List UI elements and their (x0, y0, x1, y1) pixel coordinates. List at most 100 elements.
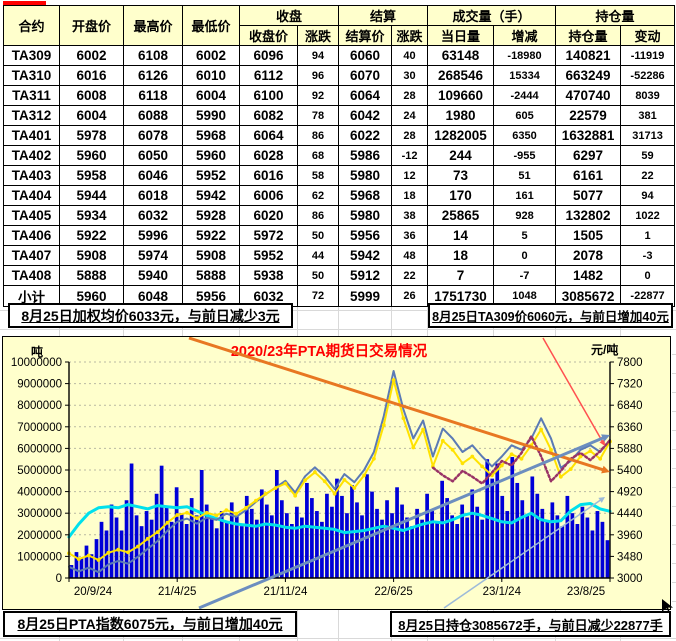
value-cell[interactable]: 140821 (555, 45, 622, 66)
value-cell[interactable]: 28 (391, 85, 429, 106)
value-cell[interactable]: 7 (427, 265, 495, 286)
value-cell[interactable]: 6016 (59, 65, 124, 86)
value-cell[interactable]: 6060 (338, 45, 393, 66)
value-cell[interactable]: 44 (296, 245, 340, 266)
value-cell[interactable]: -955 (493, 145, 557, 166)
contract-cell[interactable]: TA402 (3, 145, 60, 166)
value-cell[interactable]: 6161 (555, 165, 622, 186)
value-cell[interactable]: 6297 (555, 145, 622, 166)
contract-cell[interactable]: TA405 (3, 205, 60, 226)
value-cell[interactable]: 51 (493, 165, 557, 186)
value-cell[interactable]: -3 (620, 245, 676, 266)
value-cell[interactable]: 1482 (555, 265, 622, 286)
value-cell[interactable]: 78 (296, 105, 340, 126)
value-cell[interactable]: 6048 (123, 285, 183, 307)
value-cell[interactable]: 22579 (555, 105, 622, 126)
value-cell[interactable]: 6126 (123, 65, 183, 86)
value-cell[interactable]: 5999 (338, 285, 393, 307)
contract-cell[interactable]: TA310 (3, 65, 60, 86)
value-cell[interactable]: 5908 (59, 245, 124, 266)
value-cell[interactable]: 268546 (427, 65, 495, 86)
value-cell[interactable]: 5958 (59, 165, 124, 186)
value-cell[interactable]: 2078 (555, 245, 622, 266)
value-cell[interactable]: 381 (620, 105, 676, 126)
value-cell[interactable]: 5942 (338, 245, 393, 266)
value-cell[interactable]: 6078 (123, 125, 183, 146)
value-cell[interactable]: -2444 (493, 85, 557, 106)
value-cell[interactable]: 470740 (555, 85, 622, 106)
value-cell[interactable]: 94 (296, 45, 340, 66)
value-cell[interactable]: 28 (391, 125, 429, 146)
value-cell[interactable]: 1751730 (427, 285, 495, 307)
value-cell[interactable]: 6010 (182, 65, 240, 86)
value-cell[interactable]: 86 (296, 205, 340, 226)
value-cell[interactable]: 6020 (239, 205, 298, 226)
value-cell[interactable]: 5077 (555, 185, 622, 206)
value-cell[interactable]: 6112 (239, 65, 298, 86)
value-cell[interactable]: 50 (296, 265, 340, 286)
value-cell[interactable]: 5940 (123, 265, 183, 286)
value-cell[interactable]: 170 (427, 185, 495, 206)
contract-cell[interactable]: TA404 (3, 185, 60, 206)
value-cell[interactable]: 5888 (59, 265, 124, 286)
value-cell[interactable]: -7 (493, 265, 557, 286)
value-cell[interactable]: 24 (391, 105, 429, 126)
value-cell[interactable]: 72 (296, 285, 340, 307)
value-cell[interactable]: 5978 (59, 125, 124, 146)
value-cell[interactable]: 6016 (239, 165, 298, 186)
value-cell[interactable]: 6022 (338, 125, 393, 146)
value-cell[interactable]: 25865 (427, 205, 495, 226)
value-cell[interactable]: 26 (391, 285, 429, 307)
value-cell[interactable]: 3085672 (555, 285, 622, 307)
contract-cell[interactable]: TA312 (3, 105, 60, 126)
value-cell[interactable]: 36 (391, 225, 429, 246)
value-cell[interactable]: 1282005 (427, 125, 495, 146)
value-cell[interactable]: 5986 (338, 145, 393, 166)
contract-cell[interactable]: TA311 (3, 85, 60, 106)
value-cell[interactable]: 6108 (123, 45, 183, 66)
contract-cell[interactable]: TA401 (3, 125, 60, 146)
value-cell[interactable]: 6032 (123, 205, 183, 226)
value-cell[interactable]: 6070 (338, 65, 393, 86)
value-cell[interactable]: 1048 (493, 285, 557, 307)
value-cell[interactable]: 5944 (59, 185, 124, 206)
value-cell[interactable]: 0 (620, 265, 676, 286)
value-cell[interactable]: 5934 (59, 205, 124, 226)
value-cell[interactable]: 18 (391, 185, 429, 206)
value-cell[interactable]: 22 (391, 265, 429, 286)
value-cell[interactable]: 5968 (182, 125, 240, 146)
value-cell[interactable]: 5942 (182, 185, 240, 206)
value-cell[interactable]: 58 (296, 165, 340, 186)
value-cell[interactable]: 5980 (338, 205, 393, 226)
value-cell[interactable]: 5960 (182, 145, 240, 166)
value-cell[interactable]: 5974 (123, 245, 183, 266)
contract-cell[interactable]: TA407 (3, 245, 60, 266)
value-cell[interactable]: 59 (620, 145, 676, 166)
value-cell[interactable]: 161 (493, 185, 557, 206)
value-cell[interactable]: 6032 (239, 285, 298, 307)
value-cell[interactable]: 6042 (338, 105, 393, 126)
value-cell[interactable]: 1 (620, 225, 676, 246)
value-cell[interactable]: 5972 (239, 225, 298, 246)
contract-cell[interactable]: TA309 (3, 45, 60, 66)
value-cell[interactable]: 1505 (555, 225, 622, 246)
value-cell[interactable]: -12 (391, 145, 429, 166)
value-cell[interactable]: 109660 (427, 85, 495, 106)
value-cell[interactable]: 928 (493, 205, 557, 226)
value-cell[interactable]: 6004 (59, 105, 124, 126)
value-cell[interactable]: 6018 (123, 185, 183, 206)
value-cell[interactable]: 5922 (59, 225, 124, 246)
value-cell[interactable]: -11919 (620, 45, 676, 66)
value-cell[interactable]: 5956 (182, 285, 240, 307)
value-cell[interactable]: 6046 (123, 165, 183, 186)
value-cell[interactable]: 50 (296, 225, 340, 246)
value-cell[interactable]: 6082 (239, 105, 298, 126)
value-cell[interactable]: 8039 (620, 85, 676, 106)
contract-cell[interactable]: 小计 (3, 285, 60, 307)
value-cell[interactable]: 6350 (493, 125, 557, 146)
value-cell[interactable]: 5956 (338, 225, 393, 246)
value-cell[interactable]: 5 (493, 225, 557, 246)
value-cell[interactable]: 6064 (338, 85, 393, 106)
value-cell[interactable]: 132802 (555, 205, 622, 226)
value-cell[interactable]: 1022 (620, 205, 676, 226)
